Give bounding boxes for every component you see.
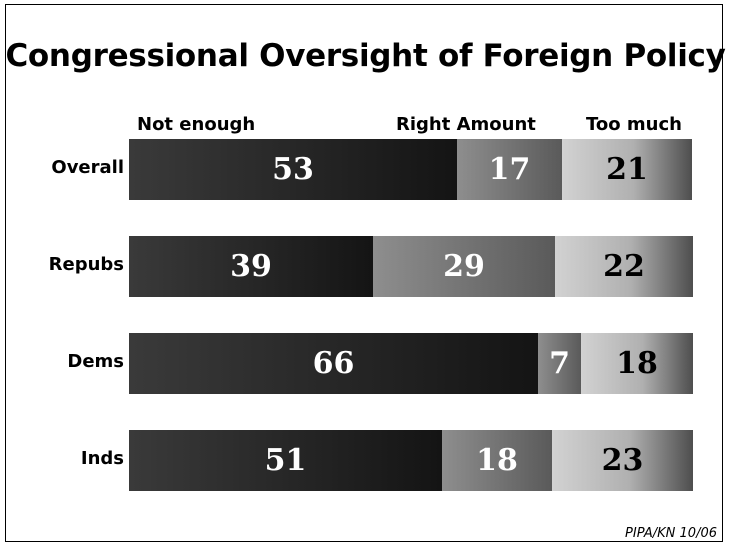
bar-repubs-too-much bbox=[555, 236, 693, 297]
row-label-overall: Overall bbox=[51, 157, 124, 178]
legend-too-much: Too much bbox=[586, 114, 682, 135]
bar-dems-not-enough bbox=[129, 333, 538, 394]
bar-inds-not-enough bbox=[129, 430, 442, 491]
data-label-inds-not-enough: 51 bbox=[264, 443, 307, 478]
data-label-overall-too-much: 21 bbox=[606, 152, 648, 187]
bar-inds-right-amount bbox=[442, 430, 552, 491]
bar-overall-too-much bbox=[562, 139, 692, 200]
data-label-dems-too-much: 18 bbox=[616, 346, 658, 381]
data-label-inds-right-amount: 18 bbox=[476, 443, 518, 478]
data-label-repubs-not-enough: 39 bbox=[230, 249, 272, 284]
source-note: PIPA/KN 10/06 bbox=[625, 526, 717, 541]
row-label-repubs: Repubs bbox=[48, 254, 124, 275]
chart-title: Congressional Oversight of Foreign Polic… bbox=[5, 38, 726, 74]
bar-dems-too-much bbox=[581, 333, 693, 394]
row-label-inds: Inds bbox=[80, 448, 124, 469]
data-label-dems-right-amount: 7 bbox=[549, 346, 570, 381]
bar-overall-right-amount bbox=[457, 139, 562, 200]
data-label-overall-right-amount: 17 bbox=[488, 152, 531, 187]
legend-right-amount: Right Amount bbox=[396, 114, 536, 135]
data-label-repubs-too-much: 22 bbox=[603, 249, 645, 284]
legend-not-enough: Not enough bbox=[137, 114, 256, 135]
bar-overall-not-enough bbox=[129, 139, 457, 200]
bar-repubs-right-amount bbox=[373, 236, 555, 297]
row-label-dems: Dems bbox=[67, 351, 124, 372]
data-label-overall-not-enough: 53 bbox=[272, 152, 314, 187]
bar-inds-too-much bbox=[552, 430, 693, 491]
bar-dems-right-amount bbox=[538, 333, 581, 394]
bar-repubs-not-enough bbox=[129, 236, 373, 297]
data-label-repubs-right-amount: 29 bbox=[443, 249, 485, 284]
data-label-dems-not-enough: 66 bbox=[312, 346, 355, 381]
data-label-inds-too-much: 23 bbox=[601, 443, 644, 478]
